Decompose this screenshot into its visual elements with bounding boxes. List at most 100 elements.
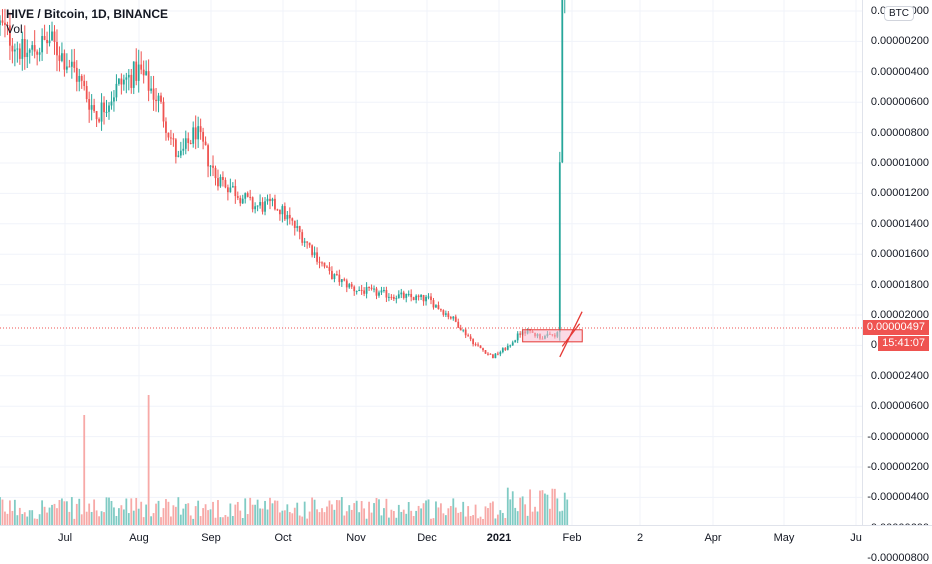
volume-bar [207, 510, 209, 525]
candle-body [474, 344, 477, 346]
candle-body [224, 179, 227, 188]
symbol-label[interactable]: HIVE / Bitcoin, 1D, BINANCE [6, 7, 169, 21]
time-tick-label: Oct [274, 532, 292, 544]
volume-bar [172, 505, 175, 525]
candle-body [296, 226, 299, 228]
candle-body [177, 155, 180, 157]
volume-bar [239, 510, 242, 525]
volume-bar [407, 502, 410, 525]
candle-body [0, 20, 1, 26]
candle-body [189, 143, 192, 145]
volume-bar [189, 515, 192, 525]
candle-body [462, 329, 465, 331]
volume-bar [0, 497, 1, 525]
candle-body [234, 186, 237, 197]
candle-body [435, 305, 437, 308]
candle-body [452, 316, 455, 319]
volume-bar [194, 506, 197, 525]
volume-bar [454, 507, 457, 525]
candle-body [509, 345, 512, 347]
candle-body [33, 45, 36, 52]
last-price-badge: 0.00000497 [862, 320, 929, 335]
candle-body [192, 127, 195, 144]
volume-bar [108, 497, 110, 525]
volume-bar [410, 510, 413, 525]
volume-bar [187, 503, 190, 525]
volume-bar [348, 505, 351, 525]
candle-body [142, 69, 145, 76]
candle-body [199, 126, 202, 132]
price-tick-label: 0.00000400 [870, 65, 929, 78]
volume-bar [70, 497, 73, 525]
volume-bar [177, 497, 180, 525]
candle-body [306, 241, 309, 243]
volume-bar [400, 511, 403, 525]
volume-bar [120, 505, 123, 525]
candle-body [115, 83, 118, 98]
volume-bar [340, 497, 343, 525]
candle-body [358, 289, 361, 292]
candle-body [350, 284, 353, 287]
time-axis[interactable]: Jul Aug Sep Oct Nov Dec 2021 Feb 2 Apr May Ju [0, 525, 932, 551]
candle-body [212, 165, 214, 168]
price-tick-label: 0.00002000 [870, 309, 929, 321]
candle-body [78, 75, 81, 82]
volume-label[interactable]: Vol [6, 22, 23, 36]
volume-bar [375, 497, 378, 525]
candle-body [516, 333, 519, 341]
chart-pane[interactable] [0, 0, 862, 525]
currency-button[interactable]: BTC [884, 6, 914, 21]
candle-body [226, 187, 229, 193]
candle-body [135, 61, 138, 81]
volume-bar [88, 503, 91, 525]
candle-body [187, 138, 190, 144]
candle-body [246, 193, 249, 197]
volume-bar [519, 497, 522, 525]
candle-body [274, 198, 276, 210]
candle-body [130, 74, 133, 88]
volume-bar [464, 516, 467, 525]
candle-body [140, 64, 143, 70]
candle-body [345, 280, 348, 288]
price-tick-label: -0.00000800 [867, 552, 929, 564]
volume-bar [75, 503, 78, 525]
candle-body [313, 252, 316, 256]
volume-bar [127, 513, 130, 525]
volume-bar [333, 509, 336, 525]
candle-body [291, 218, 294, 221]
price-chart-svg[interactable] [0, 0, 862, 525]
candle-body [28, 49, 31, 53]
price-tick-label: -0.00000400 [867, 491, 929, 504]
candle-body [492, 354, 494, 359]
candle-body [63, 53, 66, 70]
candle-body [80, 75, 83, 81]
volume-bar [85, 511, 88, 525]
volume-bar [16, 515, 19, 525]
volume-bar [65, 501, 68, 525]
candle-body [110, 101, 113, 106]
volume-bar [415, 510, 418, 525]
candle-body [103, 102, 105, 113]
volume-bar [197, 500, 200, 525]
volume-bar [405, 513, 408, 525]
volume-bar [53, 503, 56, 525]
candle-body [23, 38, 26, 58]
candle-body [482, 348, 484, 351]
volume-bar [553, 488, 556, 525]
volume-bar [432, 518, 435, 525]
volume-bar [80, 514, 83, 525]
volume-bar [117, 508, 120, 525]
volume-bar [298, 515, 301, 525]
volume-bar [83, 415, 86, 525]
volume-bar [28, 510, 31, 525]
volume-bar [147, 395, 150, 525]
volume-bar [68, 511, 71, 525]
volume-bar [224, 515, 227, 525]
price-tick-label: 0.00000600 [870, 400, 929, 413]
time-tick-label: 2021 [486, 532, 512, 544]
price-axis[interactable]: 0.000000000.000002000.000004000.00000600… [862, 0, 932, 564]
time-tick-label: Feb [562, 532, 582, 544]
volume-bar [544, 493, 546, 525]
volume-bar [286, 504, 289, 525]
volume-bar [46, 512, 48, 525]
